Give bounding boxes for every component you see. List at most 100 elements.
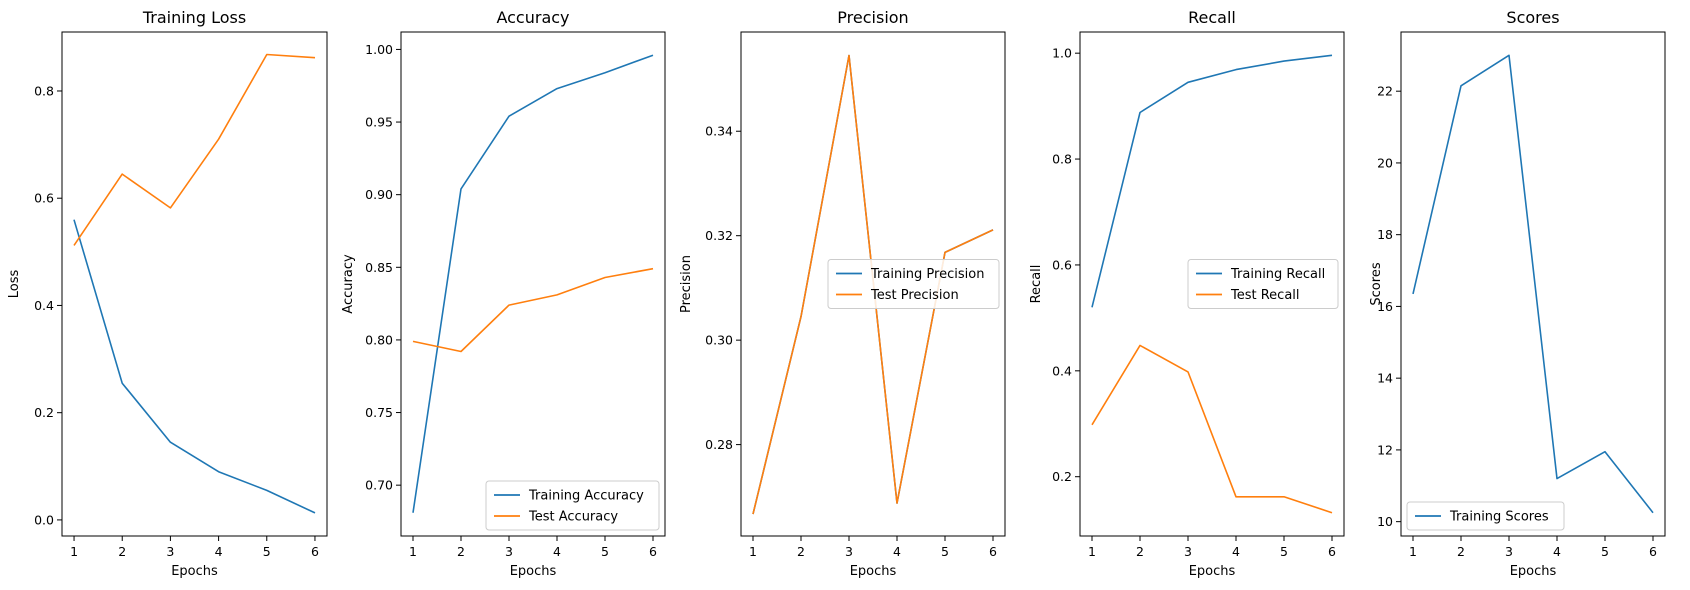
legend-box [1406,501,1565,531]
y-tick-label: 0.4 [1052,363,1072,378]
y-tick-label: 20 [1377,155,1393,170]
y-tick-label: 10 [1377,514,1393,529]
x-tick-label: 4 [215,544,223,559]
x-tick-label: 2 [797,544,805,559]
x-tick-label: 3 [1184,544,1192,559]
x-tick-label: 5 [941,544,949,559]
y-tick-label: 0.75 [365,405,393,420]
legend: Training Recall Test Recall [1187,259,1339,309]
y-tick-label: 0.2 [1052,469,1072,484]
chart-0: Training Loss 1 2 3 4 5 6 0.0 0.2 0.4 0.6 0.8 Epochs… [7,8,328,579]
plot-frame [740,31,1006,537]
series-line-0 [73,219,316,514]
x-tick-label: 5 [263,544,271,559]
x-tick-label: 1 [1409,544,1417,559]
x-axis-label: Epochs [1510,564,1557,579]
x-axis-label: Epochs [171,564,218,579]
legend-box [1187,259,1339,309]
y-tick-label: 0.85 [365,260,393,275]
x-axis-label: Epochs [850,564,897,579]
chart-title: Scores [1506,8,1559,27]
y-tick-label: 0.32 [705,228,733,243]
x-tick-label: 1 [1088,544,1096,559]
plot-frame [1079,31,1345,537]
legend-entry: Test Accuracy [528,510,618,525]
x-tick-label: 2 [1457,544,1465,559]
legend-entry: Training Recall [1230,267,1325,282]
legend-box [827,259,1000,309]
y-tick-label: 0.4 [34,298,54,313]
x-tick-label: 3 [845,544,853,559]
x-tick-label: 4 [1553,544,1561,559]
x-tick-label: 2 [1136,544,1144,559]
x-tick-label: 4 [1232,544,1240,559]
x-axis-label: Epochs [1189,564,1236,579]
y-tick-label: 0.90 [365,187,393,202]
y-tick-label: 0.70 [365,478,393,493]
x-tick-label: 5 [1601,544,1609,559]
x-tick-label: 6 [1649,544,1657,559]
y-tick-label: 22 [1377,84,1393,99]
legend: Training Scores [1406,501,1565,531]
x-tick-label: 6 [989,544,997,559]
plot-frame [1400,31,1666,537]
series-line-0 [1091,54,1333,308]
x-tick-label: 6 [649,544,657,559]
y-tick-label: 0.8 [34,83,54,98]
chart-1: Accuracy 1 2 3 4 5 6 0.70 0.75 0.80 0.85 0.90 0.95 1.… [341,8,666,579]
plot-frame [61,31,328,537]
y-tick-label: 0.8 [1052,152,1072,167]
x-tick-label: 2 [457,544,465,559]
x-tick-label: 1 [409,544,417,559]
y-axis-label: Recall [1029,265,1044,304]
series-line-1 [73,53,316,246]
legend-entry: Test Recall [1230,288,1300,303]
x-tick-label: 3 [166,544,174,559]
series-line-1 [1091,344,1333,514]
x-tick-label: 1 [749,544,757,559]
y-tick-label: 0.28 [705,437,733,452]
legend-entry: Training Precision [870,267,984,282]
x-axis-label: Epochs [510,564,557,579]
legend-entry: Training Accuracy [528,489,644,504]
y-tick-label: 18 [1377,227,1393,242]
chart-title: Precision [837,8,908,27]
chart-title: Accuracy [496,8,569,27]
x-tick-label: 4 [553,544,561,559]
chart-3: Recall 1 2 3 4 5 6 0.2 0.4 0.6 0.8 1.0 Epochs Recall T… [1029,8,1345,579]
y-tick-label: 0.95 [365,115,393,130]
x-tick-label: 6 [311,544,319,559]
y-tick-label: 0.0 [34,512,54,527]
y-tick-label: 0.6 [34,191,54,206]
x-tick-label: 3 [505,544,513,559]
y-tick-label: 0.2 [34,405,54,420]
x-tick-label: 4 [893,544,901,559]
y-tick-label: 14 [1377,371,1393,386]
y-tick-label: 1.00 [365,42,393,57]
y-axis-label: Accuracy [341,254,356,314]
x-tick-label: 3 [1505,544,1513,559]
series-line-0 [1412,54,1654,514]
y-axis-label: Precision [679,255,694,313]
chart-2: Precision 1 2 3 4 5 6 0.28 0.30 0.32 0.34 Epochs Pre… [679,8,1006,579]
x-tick-label: 1 [70,544,78,559]
legend-entry: Test Precision [870,288,959,303]
y-tick-label: 1.0 [1052,46,1072,61]
y-axis-label: Scores [1369,262,1384,305]
legend-box [485,480,660,531]
y-tick-label: 12 [1377,442,1393,457]
x-tick-label: 2 [118,544,126,559]
chart-title: Training Loss [142,8,246,27]
y-tick-label: 0.34 [705,124,733,139]
x-tick-label: 5 [601,544,609,559]
y-tick-label: 16 [1377,299,1393,314]
series-line-0 [412,54,654,513]
legend: Training Precision Test Precision [827,259,1000,309]
y-tick-label: 0.30 [705,333,733,348]
y-tick-label: 0.6 [1052,257,1072,272]
chart-title: Recall [1188,8,1236,27]
legend: Training Accuracy Test Accuracy [485,480,660,531]
y-axis-label: Loss [7,270,22,299]
